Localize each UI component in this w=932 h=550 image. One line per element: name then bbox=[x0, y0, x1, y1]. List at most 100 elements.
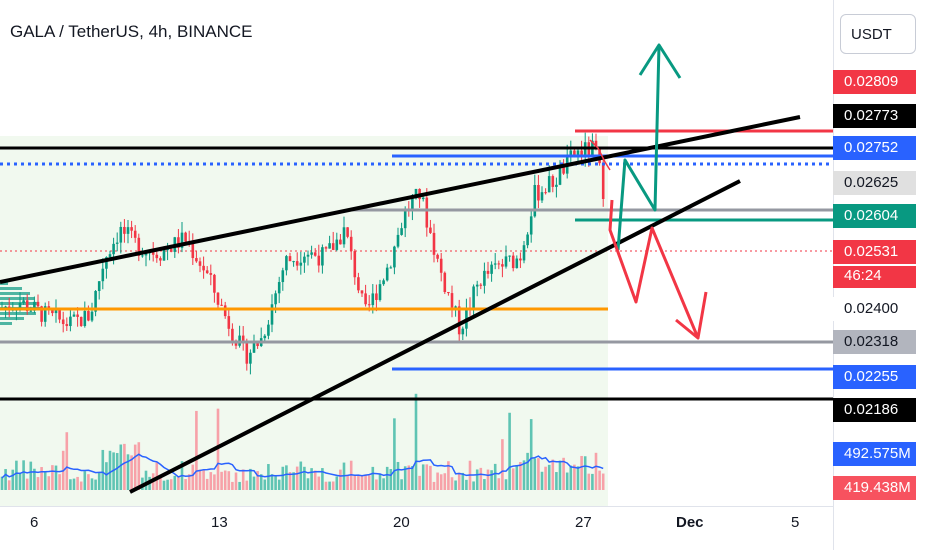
volume-bar bbox=[83, 471, 87, 490]
candle-body bbox=[151, 252, 155, 255]
candle-body bbox=[569, 150, 573, 155]
volume-bar bbox=[519, 462, 522, 490]
volume-bar bbox=[123, 443, 126, 490]
candle-body bbox=[25, 300, 29, 312]
volume-bar bbox=[450, 477, 454, 490]
candle-body bbox=[223, 305, 227, 317]
candle-body bbox=[360, 290, 364, 294]
bearish-arrow-head bbox=[675, 291, 708, 340]
candle-body bbox=[479, 284, 483, 286]
candle-body bbox=[436, 254, 439, 259]
candle-body bbox=[429, 227, 432, 233]
candle-body bbox=[504, 256, 508, 267]
volume-bar bbox=[497, 478, 501, 490]
volume-bar bbox=[475, 469, 479, 490]
volume-bar bbox=[465, 479, 468, 490]
volume-bar bbox=[504, 479, 508, 490]
candle-body bbox=[144, 252, 148, 256]
candle-body bbox=[295, 261, 299, 266]
candle-body bbox=[213, 274, 216, 293]
volume-bar bbox=[231, 481, 234, 490]
volume-bar bbox=[65, 432, 69, 490]
candle-body bbox=[353, 251, 357, 278]
candle-body bbox=[166, 249, 169, 251]
candle-body bbox=[547, 176, 551, 193]
candle-body bbox=[306, 254, 310, 257]
candle-body bbox=[364, 293, 367, 305]
volume-bar bbox=[252, 476, 256, 490]
volume-bar bbox=[292, 472, 295, 490]
volume-profile-row bbox=[0, 312, 36, 315]
candle-body bbox=[281, 270, 285, 283]
volume-bar bbox=[357, 475, 360, 490]
candle-body bbox=[285, 256, 288, 271]
volume-bar bbox=[187, 474, 191, 490]
volume-bar bbox=[173, 475, 177, 490]
candle-body bbox=[249, 352, 252, 364]
volume-bar bbox=[331, 481, 335, 490]
candle-body bbox=[83, 310, 87, 327]
volume-bar bbox=[101, 449, 105, 490]
volume-bar bbox=[454, 480, 457, 490]
volume-bar bbox=[270, 474, 274, 490]
candle-body bbox=[40, 306, 43, 322]
candle-body bbox=[303, 256, 306, 263]
volume-bar bbox=[569, 465, 573, 490]
volume-bar bbox=[169, 479, 173, 490]
recent-wick-highlight bbox=[589, 139, 611, 171]
volume-bar bbox=[58, 474, 61, 490]
currency-button[interactable]: USDT bbox=[840, 14, 916, 54]
volume-bar bbox=[4, 469, 7, 490]
volume-bar bbox=[76, 476, 79, 490]
candle-body bbox=[511, 255, 515, 269]
candle-body bbox=[580, 150, 583, 157]
volume-bar bbox=[267, 464, 270, 490]
volume-bar bbox=[353, 475, 357, 490]
volume-bar bbox=[321, 468, 324, 490]
time-label: 13 bbox=[211, 514, 228, 531]
volume-bar bbox=[285, 465, 288, 490]
candle-body bbox=[87, 310, 90, 321]
volume-bar bbox=[238, 481, 241, 490]
candle-body bbox=[119, 226, 123, 243]
volume-bar bbox=[36, 477, 40, 490]
volume-profile-row bbox=[0, 287, 22, 290]
volume-bar bbox=[493, 463, 497, 490]
volume-bar bbox=[461, 472, 465, 490]
candle-body bbox=[274, 293, 277, 305]
trendlines[interactable] bbox=[0, 115, 801, 494]
volume-bar bbox=[403, 466, 407, 490]
volume-bar bbox=[234, 472, 238, 490]
volume-profile-row bbox=[0, 292, 30, 295]
time-label: 6 bbox=[30, 514, 39, 531]
candle-body bbox=[313, 252, 317, 256]
candle-body bbox=[245, 342, 249, 364]
horizontal-levels[interactable] bbox=[0, 129, 833, 401]
candle-body bbox=[396, 234, 400, 247]
price-label: 0.02625 bbox=[833, 171, 916, 195]
volume-bar bbox=[547, 464, 551, 490]
candle-body bbox=[54, 309, 58, 314]
volume-bar bbox=[306, 478, 310, 490]
candle-body bbox=[22, 300, 25, 303]
volume-bar bbox=[429, 465, 432, 490]
volume-bar bbox=[339, 469, 342, 490]
scenario-arrows[interactable] bbox=[589, 43, 708, 340]
candle-body bbox=[472, 286, 475, 309]
time-label: 27 bbox=[575, 514, 592, 531]
candle-body bbox=[447, 292, 450, 294]
candle-body bbox=[321, 247, 324, 266]
candle-body bbox=[317, 255, 321, 266]
candle-body bbox=[573, 150, 576, 155]
candle-body bbox=[562, 166, 565, 174]
candle-body bbox=[227, 316, 231, 329]
candle-body bbox=[231, 328, 234, 341]
candle-body bbox=[486, 270, 490, 274]
volume-bar bbox=[303, 466, 306, 490]
candle-body bbox=[540, 192, 544, 201]
candle-body bbox=[256, 342, 259, 347]
volume-bar bbox=[43, 471, 47, 490]
volume-bar bbox=[529, 419, 533, 490]
volume-bar bbox=[25, 478, 29, 490]
